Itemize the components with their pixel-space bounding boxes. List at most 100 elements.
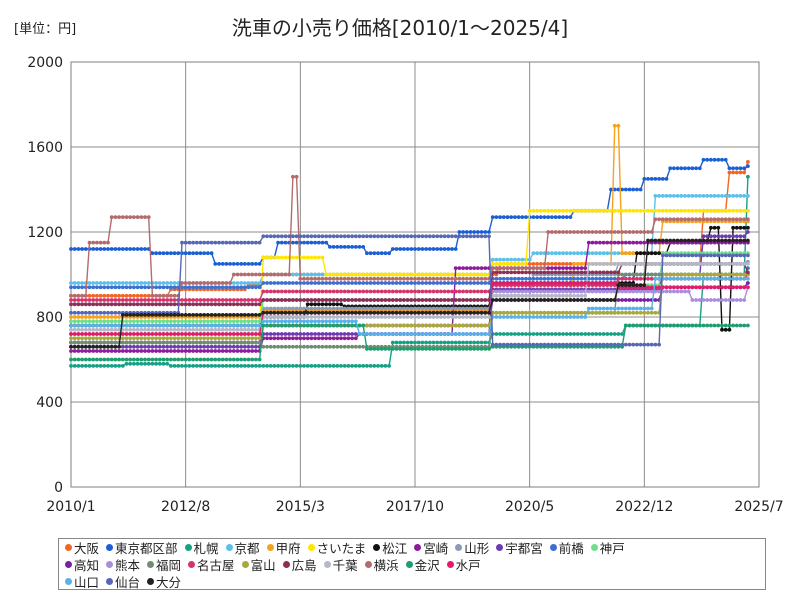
legend-item: 水戸 [446,555,481,574]
data-point [546,315,551,319]
data-point [335,289,340,294]
data-point [335,336,340,341]
data-point [213,357,218,362]
legend-marker-icon [549,544,557,551]
data-point [409,247,414,251]
data-point [331,302,336,307]
data-point [72,302,77,307]
data-point [409,323,414,328]
data-point [305,364,310,368]
data-point [139,302,144,307]
data-point [183,327,188,332]
data-point [109,215,114,220]
data-point [98,315,103,319]
data-point [727,217,732,222]
data-point [468,310,473,315]
data-point [128,215,133,220]
data-point [513,310,517,315]
data-point [509,342,514,347]
data-point [498,342,502,347]
data-point [468,289,473,294]
data-point [531,298,536,302]
data-point [76,293,81,298]
data-point [683,208,687,213]
data-point [98,344,103,349]
data-point [172,251,177,256]
data-point [649,262,654,266]
legend-item: 広島 [282,555,317,574]
data-point [542,215,547,220]
data-point [242,336,247,341]
data-point [409,306,414,311]
data-point [727,234,732,239]
data-point [394,310,399,315]
data-point [213,340,218,345]
data-point [261,272,266,277]
data-point [405,276,410,281]
data-point [368,315,373,319]
data-point [257,323,262,328]
data-point [376,289,380,294]
data-point [313,310,317,315]
data-point [564,342,569,347]
data-point [405,247,410,251]
data-point [172,336,177,341]
data-point [109,364,114,368]
data-point [117,215,121,220]
data-point [272,323,277,328]
data-point [328,234,332,239]
data-point [738,323,743,328]
data-point [246,344,251,349]
data-point [623,187,628,192]
data-point [320,310,325,315]
data-point [568,298,573,302]
data-point [91,349,96,353]
data-point [446,276,451,281]
data-point [191,323,196,328]
data-point [731,217,735,222]
data-point [564,289,569,294]
data-point [579,266,584,270]
data-point [583,281,588,285]
data-point [95,315,99,319]
data-point [609,289,613,294]
data-point [294,344,299,349]
data-point [646,238,650,243]
data-point [361,306,366,311]
data-point [402,340,406,345]
data-point [220,327,225,332]
data-point [169,332,173,336]
data-point [738,285,743,290]
data-point [120,332,125,336]
data-point [409,289,414,294]
data-point [109,302,114,307]
data-point [102,319,107,324]
data-point [564,270,569,275]
data-point [268,319,273,324]
data-point [202,332,207,336]
data-point [427,323,432,328]
data-point [302,315,306,319]
data-point [668,323,673,328]
data-point [657,177,661,181]
data-point [324,344,329,349]
data-point [723,208,728,213]
data-point [557,262,562,266]
data-point [476,306,480,311]
data-point [135,332,140,336]
data-point [98,240,103,245]
data-point [668,166,673,171]
data-point [394,234,399,239]
data-point [675,238,680,243]
data-point [601,298,606,302]
data-point [202,319,207,324]
data-point [505,289,510,294]
data-point [450,247,454,251]
data-point [524,342,528,347]
data-point [180,313,184,317]
data-point [705,157,710,162]
data-point [524,281,528,285]
data-point [686,208,691,213]
data-point [709,225,713,230]
